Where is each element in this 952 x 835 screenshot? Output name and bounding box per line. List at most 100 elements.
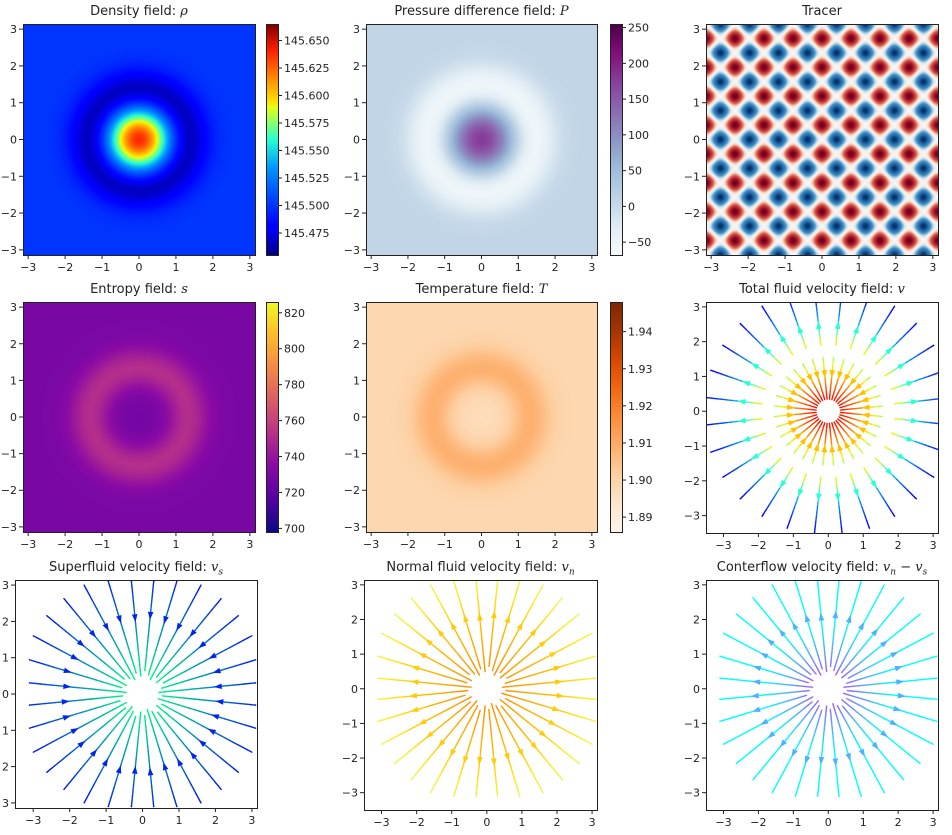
streamline-segment	[839, 660, 844, 667]
streamline-segment	[476, 669, 481, 676]
streamline-segment	[381, 656, 388, 660]
streamline-segment	[923, 634, 930, 639]
streamline-segment	[165, 738, 170, 745]
streamline-arrow	[530, 741, 538, 750]
x-tick-label: −1	[785, 816, 801, 829]
y-tick-label: 1	[2, 724, 9, 737]
streamline-segment	[841, 705, 847, 711]
streamline-segment	[33, 660, 40, 664]
streamline-segment	[412, 744, 419, 749]
streamline-segment	[423, 759, 429, 765]
streamline-segment	[511, 695, 518, 699]
streamline-segment	[843, 632, 847, 639]
streamline-segment	[466, 746, 470, 753]
streamline-segment	[407, 646, 414, 651]
y-tick-label: 1	[693, 370, 700, 383]
streamline-segment	[860, 505, 864, 511]
y-tick-label: 2	[10, 60, 17, 73]
streamline-segment	[867, 761, 871, 768]
streamline-arrow	[116, 615, 122, 624]
streamline-segment	[512, 598, 515, 606]
colorbar-tick-label: 50	[628, 165, 642, 178]
streamline-arrow	[437, 628, 445, 637]
streamline-segment	[853, 653, 858, 659]
streamline-segment	[53, 761, 60, 767]
streamline-segment	[80, 763, 86, 770]
temperature-heatmap-image	[366, 302, 597, 532]
streamline-segment	[871, 711, 878, 716]
streamline-segment	[394, 639, 401, 644]
streamline-segment	[894, 402, 900, 405]
streamline-segment	[899, 626, 906, 631]
streamline-segment	[122, 628, 126, 635]
streamline-segment	[55, 684, 63, 687]
streamline-segment	[557, 648, 563, 652]
streamline-segment	[195, 675, 203, 679]
streamline-segment	[845, 681, 853, 684]
streamline-arrow	[897, 692, 906, 699]
streamline-segment	[495, 704, 499, 711]
streamline-segment	[767, 445, 773, 450]
streamline-segment	[513, 633, 517, 640]
streamline-segment	[129, 669, 133, 676]
streamline-segment	[526, 709, 533, 713]
streamline-segment	[584, 678, 591, 680]
streamline-segment	[794, 670, 801, 675]
streamline-segment	[850, 700, 857, 704]
streamline-segment	[871, 770, 876, 776]
streamline-segment	[838, 709, 843, 715]
streamline-segment	[727, 658, 735, 661]
x-tick-label: −2	[740, 261, 756, 274]
streamline-segment	[918, 377, 924, 381]
streamline-segment	[197, 584, 202, 591]
streamline-segment	[847, 660, 852, 666]
streamline-segment	[714, 371, 720, 374]
streamline-segment	[456, 679, 463, 683]
streamline-segment	[131, 586, 134, 593]
streamline-segment	[106, 696, 113, 699]
streamline-segment	[98, 689, 106, 691]
streamline-segment	[148, 714, 152, 721]
streamline-segment	[728, 399, 734, 402]
streamline-segment	[864, 615, 868, 622]
streamline-arrow	[849, 377, 857, 386]
streamline-segment	[525, 700, 533, 703]
streamline-segment	[93, 716, 100, 721]
streamline-segment	[786, 684, 793, 686]
streamline-segment	[495, 665, 500, 672]
streamline-segment	[512, 720, 518, 726]
streamline-segment	[708, 397, 714, 400]
streamline-segment	[95, 774, 100, 781]
streamline-segment	[161, 703, 168, 708]
streamline-segment	[73, 637, 79, 642]
streamline-segment	[781, 602, 786, 609]
streamline-segment	[549, 608, 554, 614]
streamline-segment	[803, 642, 808, 649]
colorbar-tick-label: 145.600	[284, 90, 330, 103]
colorbar-tick-label: 1.94	[628, 326, 653, 339]
streamline-segment	[894, 417, 900, 420]
streamline-segment	[511, 735, 516, 742]
streamline-segment	[793, 677, 800, 681]
streamline-segment	[451, 646, 457, 652]
streamline-segment	[859, 500, 863, 507]
streamline-segment	[157, 660, 162, 667]
streamline-segment	[229, 618, 235, 624]
streamline-segment	[127, 734, 131, 742]
colorbar-tick-label: 250	[628, 22, 649, 35]
streamline-segment	[457, 593, 461, 600]
streamline-segment	[390, 659, 397, 663]
streamline-segment	[804, 344, 808, 350]
streamline-segment	[915, 639, 922, 643]
streamline-segment	[455, 739, 460, 746]
streamline-segment	[537, 749, 542, 755]
streamline-arrow	[837, 443, 843, 452]
streamline-segment	[558, 597, 564, 603]
streamline-segment	[746, 488, 751, 493]
streamline-segment	[217, 754, 223, 760]
streamline-segment	[874, 360, 880, 365]
streamline-segment	[859, 645, 865, 651]
streamline-segment	[500, 705, 506, 711]
streamline-segment	[804, 726, 809, 733]
